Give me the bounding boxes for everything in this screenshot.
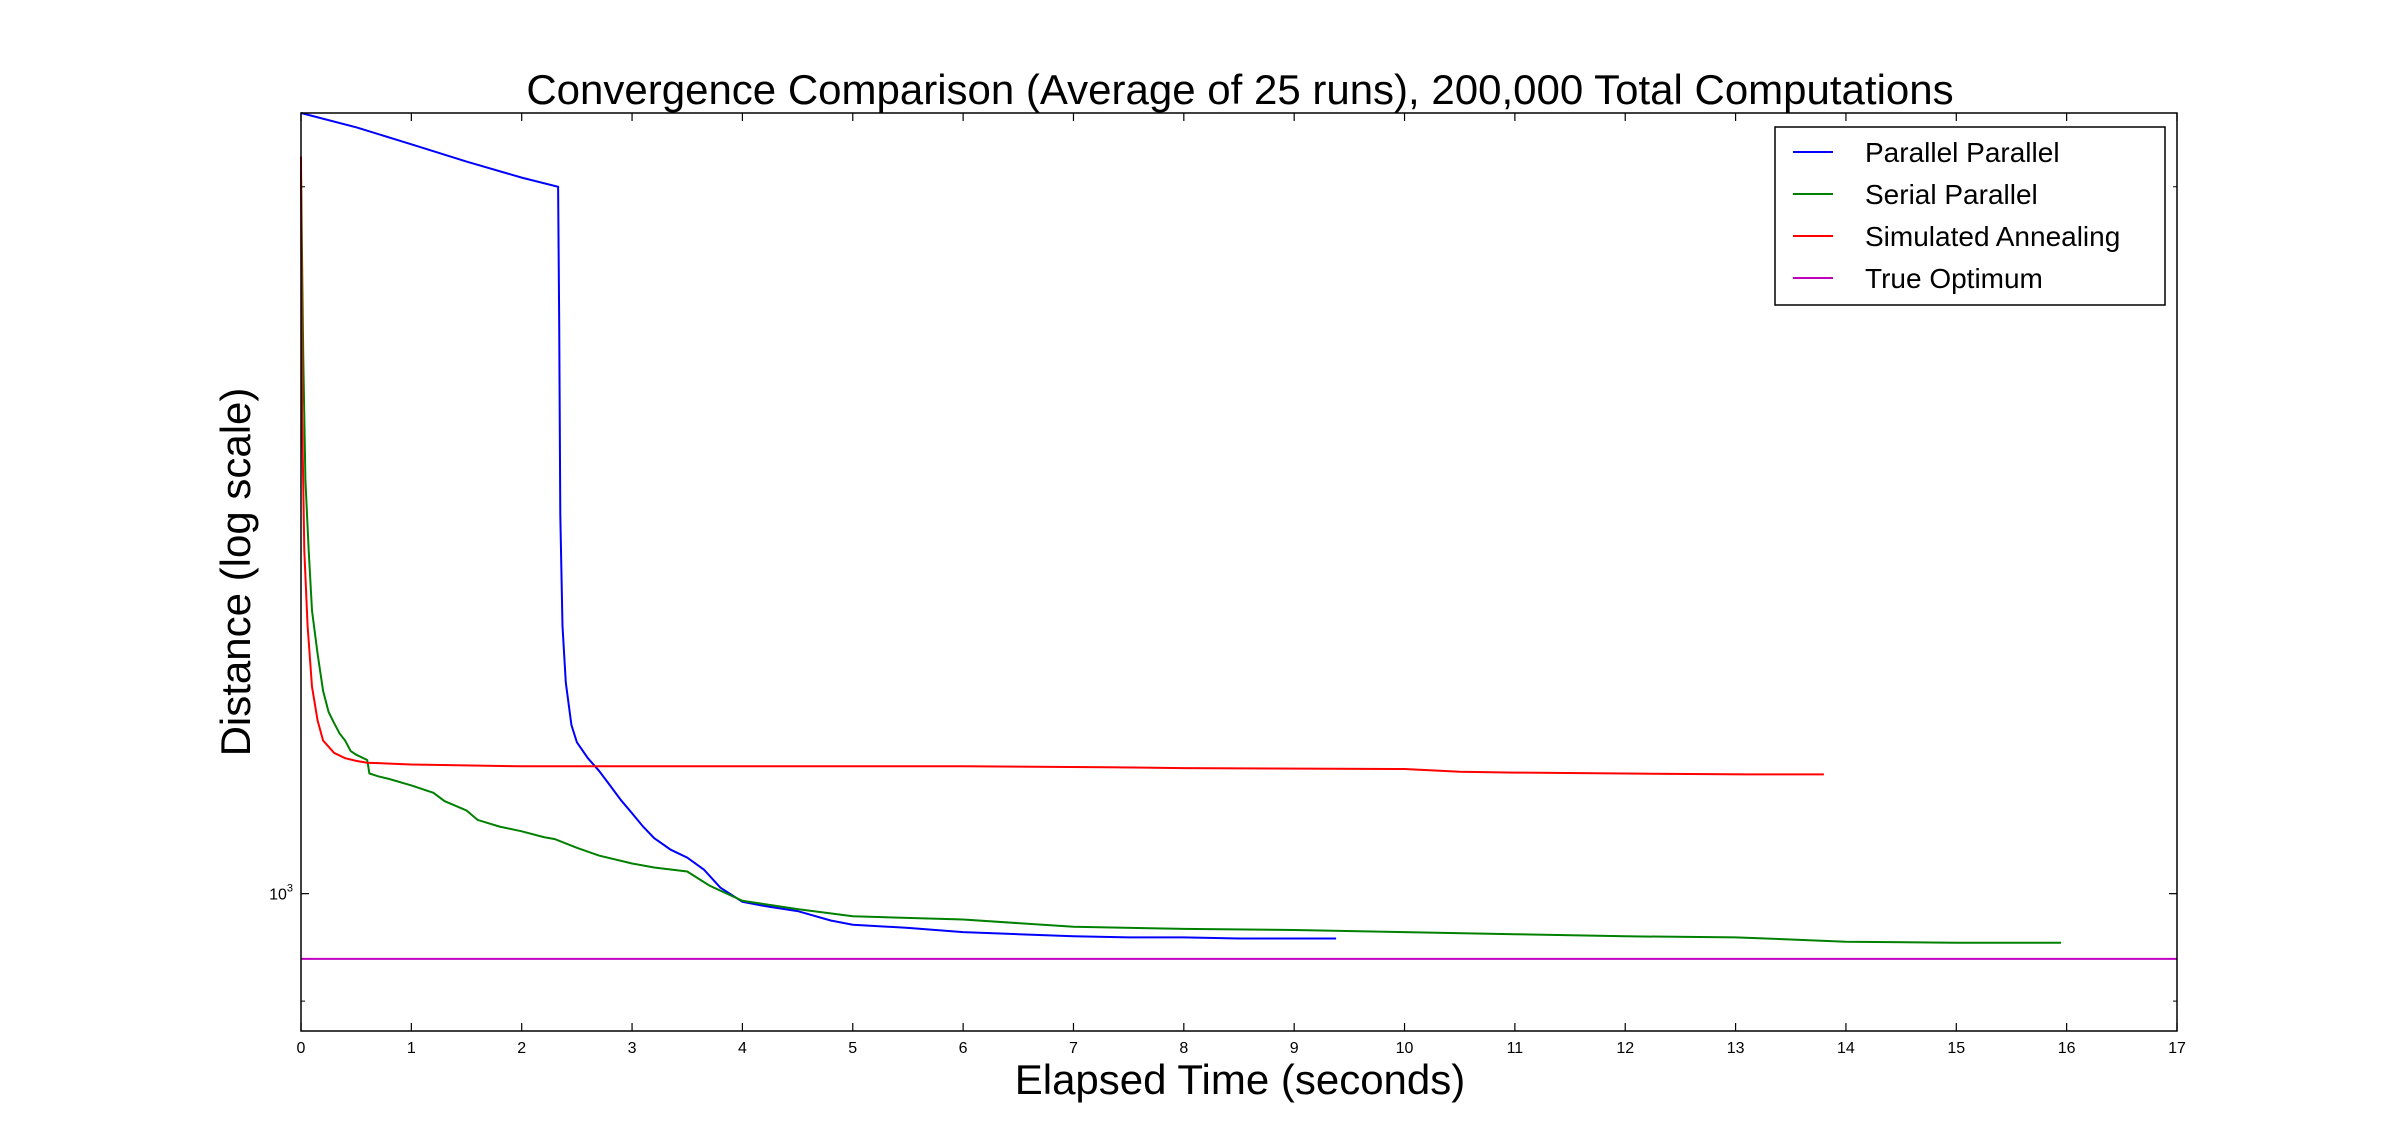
y-tick-label-exponent: 3: [287, 883, 293, 895]
y-axis-ticks: 103: [269, 186, 2177, 1002]
x-tick-label: 4: [738, 1040, 747, 1057]
x-tick-label: 12: [1616, 1040, 1634, 1057]
y-axis-label: Distance (log scale): [212, 388, 259, 757]
series-line-serial-parallel: [300, 171, 2062, 944]
x-tick-label: 17: [2168, 1040, 2186, 1057]
plot-area-frame: [300, 112, 2178, 1032]
x-tick-label: 1: [407, 1040, 416, 1057]
x-axis-label: Elapsed Time (seconds): [1015, 1056, 1466, 1103]
x-tick-label: 9: [1290, 1040, 1299, 1057]
x-tick-label: 16: [2058, 1040, 2076, 1057]
chart-title: Convergence Comparison (Average of 25 ru…: [526, 66, 1953, 113]
legend-label-simulated-annealing: Simulated Annealing: [1865, 221, 2120, 252]
x-tick-label: 13: [1727, 1040, 1745, 1057]
series-line-parallel-parallel: [300, 112, 1337, 940]
legend-label-true-optimum: True Optimum: [1865, 263, 2043, 294]
series-lines: [300, 112, 2177, 960]
y-tick-label-base: 10: [269, 887, 287, 904]
legend: Parallel Parallel Serial Parallel Simulate…: [1774, 126, 2166, 306]
legend-label-parallel-parallel: Parallel Parallel: [1865, 137, 2060, 168]
x-tick-label: 7: [1069, 1040, 1078, 1057]
x-tick-label: 6: [959, 1040, 968, 1057]
x-tick-label: 5: [848, 1040, 857, 1057]
y-tick-label: 103: [269, 883, 293, 904]
legend-label-serial-parallel: Serial Parallel: [1865, 179, 2038, 210]
series-line-simulated-annealing: [300, 156, 1824, 776]
x-tick-label: 14: [1837, 1040, 1855, 1057]
x-tick-label: 15: [1947, 1040, 1965, 1057]
legend-box: [1774, 126, 2166, 306]
x-tick-label: 8: [1179, 1040, 1188, 1057]
x-tick-label: 3: [628, 1040, 637, 1057]
x-tick-label: 11: [1507, 1040, 1524, 1057]
x-tick-label: 0: [297, 1040, 306, 1057]
x-tick-label: 2: [517, 1040, 526, 1057]
x-tick-label: 10: [1396, 1040, 1414, 1057]
x-axis-ticks: 0 1 2 3 4 5 6 7 8 9 10 11 12 13 14 15 16 17: [297, 113, 2186, 1057]
